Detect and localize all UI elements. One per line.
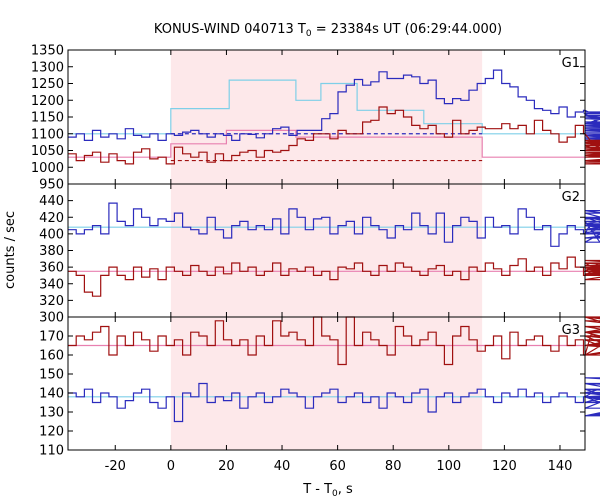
y-tick-label-g2: 340 <box>39 277 64 292</box>
y-tick-label-g3: 160 <box>39 349 64 364</box>
y-tick-label-g2: 420 <box>39 211 64 226</box>
y-tick-label-g3: 120 <box>39 425 64 440</box>
shaded-interval-g2 <box>170 184 483 317</box>
x-tick-label: 100 <box>436 459 461 474</box>
panel-frame-g3 <box>67 316 586 451</box>
y-tick-label-g3: 140 <box>39 387 64 402</box>
series-g3-g_red <box>68 316 600 366</box>
y-axis-label: counts / sec <box>3 211 18 289</box>
y-tick-label-g1: 1100 <box>31 127 64 142</box>
y-tick-label-g1: 1200 <box>31 94 64 109</box>
y-tick-label-g3: 150 <box>39 368 64 383</box>
y-tick-label-g3: 130 <box>39 406 64 421</box>
fit-line-pink-g1 <box>68 129 585 158</box>
y-tick-label-g2: 440 <box>39 194 64 209</box>
x-tick-label: 140 <box>548 459 573 474</box>
series-g1-g_red <box>68 106 600 165</box>
x-tick-label: 80 <box>385 459 402 474</box>
series-g2-g_blue <box>68 202 600 247</box>
x-tick-label: 20 <box>218 459 235 474</box>
x-tick-label: 60 <box>329 459 346 474</box>
series-g1-g_blue <box>68 69 600 141</box>
x-axis-label: T - T0, s <box>302 482 353 499</box>
shaded-interval-g1 <box>170 50 483 184</box>
x-axis-label-subscript: 0 <box>332 489 338 499</box>
y-tick-label-g2: 360 <box>39 261 64 276</box>
x-tick-label: 120 <box>492 459 517 474</box>
chart-title-main: KONUS-WIND 040713 T <box>154 22 306 37</box>
y-tick-label-g2: 400 <box>39 227 64 242</box>
y-tick-label-g3: 170 <box>39 330 64 345</box>
y-tick-label-g1: 1050 <box>31 144 64 159</box>
y-tick-label-g1: 1000 <box>31 161 64 176</box>
y-tick-label-g1: 1250 <box>31 77 64 92</box>
chart-title-rest: = 23384s UT (06:29:44.000) <box>312 22 502 37</box>
x-axis-label-main: T - T <box>302 482 332 497</box>
y-tick-label-g1: 1350 <box>31 44 64 59</box>
shaded-interval-g3 <box>170 317 483 450</box>
x-axis-label-rest: , s <box>338 482 353 497</box>
panel-label-g3: G3 <box>562 323 580 338</box>
series-g3-g_blue <box>68 377 600 423</box>
axes-layer: 95010001050110011501200125013001350G1300… <box>31 44 586 474</box>
y-tick-label-g2: 300 <box>39 311 64 326</box>
x-tick-label: -20 <box>105 459 126 474</box>
series-g2-g_red <box>68 256 600 297</box>
y-tick-label-g1: 1150 <box>31 111 64 126</box>
chart-title-subscript: 0 <box>306 29 312 39</box>
y-tick-label-g1: 1300 <box>31 60 64 75</box>
series-layer <box>68 69 600 423</box>
y-tick-label-g2: 380 <box>39 244 64 259</box>
x-tick-label: 40 <box>274 459 291 474</box>
y-tick-label-g2: 320 <box>39 294 64 309</box>
panel-label-g1: G1 <box>562 56 580 71</box>
x-tick-label: 0 <box>167 459 175 474</box>
shaded-interval-layer <box>170 50 483 450</box>
panel-label-g2: G2 <box>562 190 580 205</box>
y-tick-label-g1: 950 <box>39 178 64 193</box>
chart-title: KONUS-WIND 040713 T0 = 23384s UT (06:29:… <box>154 22 502 39</box>
y-tick-label-g3: 110 <box>39 444 64 459</box>
